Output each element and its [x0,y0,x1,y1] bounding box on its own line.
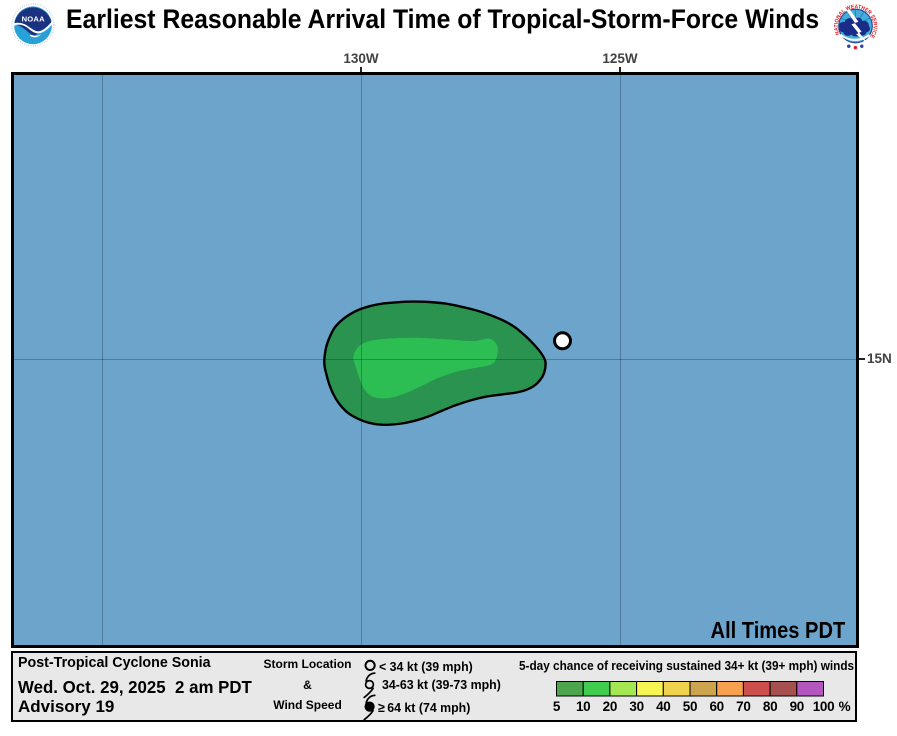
svg-text:NOAA: NOAA [22,14,45,23]
